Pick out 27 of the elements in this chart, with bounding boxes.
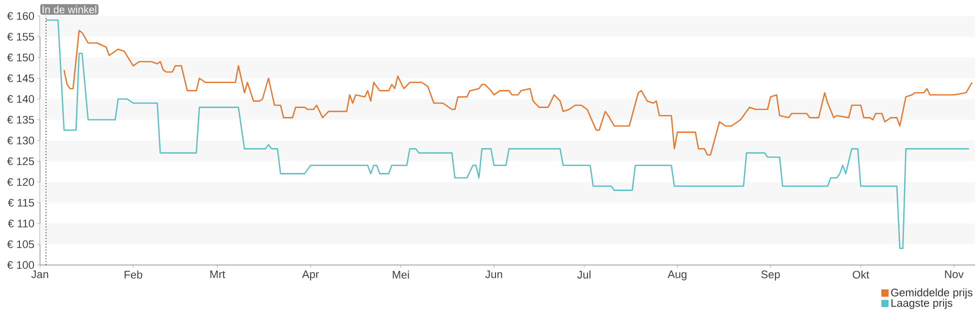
y-tick-label: € 105 xyxy=(7,240,34,248)
x-tick-label: Jul xyxy=(577,270,590,279)
y-tick-label: € 160 xyxy=(7,12,34,20)
y-tick-label: € 150 xyxy=(7,54,34,62)
x-tick-label: Aug xyxy=(668,270,686,280)
y-tick-label: € 110 xyxy=(8,220,34,228)
ref-line-label: In de winkel xyxy=(42,6,96,14)
x-tick-label: Mei xyxy=(392,270,409,279)
y-tick-label: € 115 xyxy=(8,198,34,207)
legend-label: Gemiddelde prijs xyxy=(891,288,972,299)
y-tick-label: € 100 xyxy=(7,261,34,269)
legend-label: Laagste prijs xyxy=(891,298,952,309)
y-tick-label: € 125 xyxy=(7,157,34,166)
y-tick-label: € 130 xyxy=(7,136,34,144)
x-tick-label: Okt xyxy=(852,270,870,279)
x-tick-label: Nov xyxy=(945,270,964,278)
x-tick-label: Mrt xyxy=(210,270,226,278)
y-tick-label: € 155 xyxy=(7,32,34,41)
y-tick-label: € 120 xyxy=(7,178,34,186)
y-tick-label: € 135 xyxy=(7,116,34,124)
y-tick-label: € 145 xyxy=(7,74,34,82)
x-tick-label: Jan xyxy=(31,270,48,278)
x-tick-label: Apr xyxy=(302,270,319,280)
x-tick-label: Jun xyxy=(485,270,502,278)
x-tick-label: Feb xyxy=(124,270,142,279)
x-tick-label: Sep xyxy=(761,270,780,280)
y-tick-label: € 140 xyxy=(7,95,34,103)
